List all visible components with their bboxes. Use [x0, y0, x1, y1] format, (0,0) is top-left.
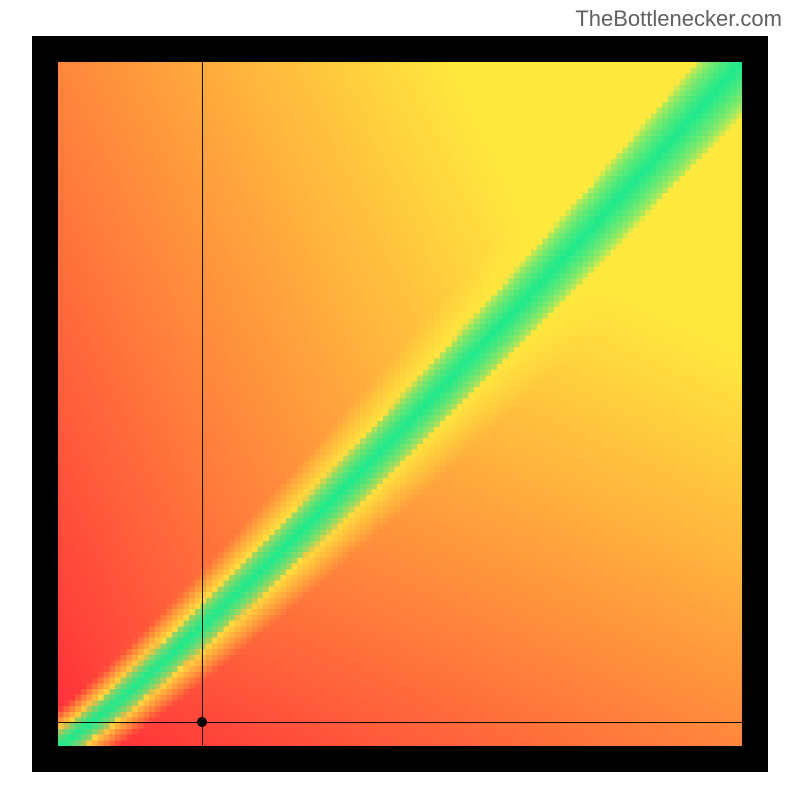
plot-frame: [32, 36, 768, 772]
heatmap-canvas: [58, 62, 742, 746]
crosshair-horizontal: [58, 722, 742, 723]
crosshair-point: [197, 717, 207, 727]
plot-area: [58, 62, 742, 746]
watermark-text: TheBottlenecker.com: [575, 6, 782, 32]
crosshair-vertical: [202, 62, 203, 746]
